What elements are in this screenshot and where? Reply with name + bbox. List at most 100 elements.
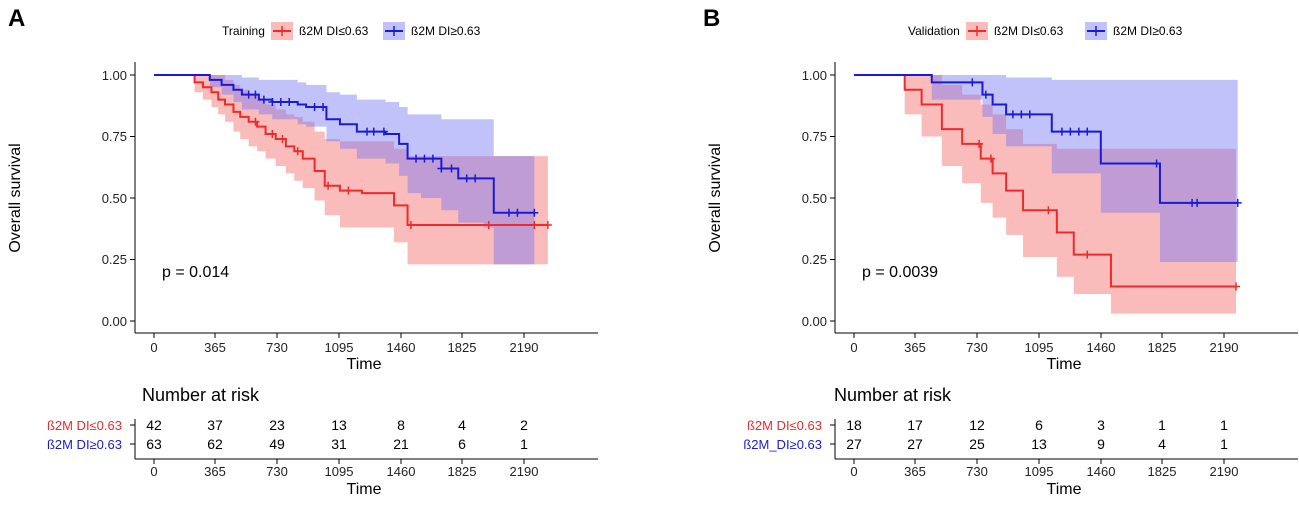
y-tick-label: 1.00: [802, 68, 827, 83]
panel-a: A Training ß2M DI≤0.63 ß2M DI≥0.63: [7, 5, 598, 498]
risk-count: 21: [393, 436, 409, 452]
risk-count: 6: [1035, 417, 1043, 433]
risk-x-tick-label: 0: [150, 464, 157, 479]
censor-mark: [1008, 110, 1017, 119]
y-tick-label: 0.25: [802, 252, 827, 267]
legend-label-high: ß2M DI≥0.63: [411, 24, 481, 38]
x-tick-label: 730: [966, 340, 988, 355]
panel-label: B: [703, 5, 720, 32]
x-tick-label: 0: [850, 340, 857, 355]
risk-count: 17: [907, 417, 923, 433]
x-tick-label: 1825: [448, 340, 477, 355]
censor-mark: [530, 221, 539, 230]
censor-mark: [981, 90, 990, 99]
x-tick-label: 2190: [1210, 340, 1239, 355]
risk-count: 2: [520, 417, 528, 433]
censor-mark: [1044, 206, 1053, 215]
x-tick-label: 1460: [1087, 340, 1116, 355]
censor-mark: [293, 147, 302, 156]
censor-mark: [968, 78, 977, 87]
risk-x-tick-label: 0: [850, 464, 857, 479]
risk-count: 27: [907, 436, 923, 452]
y-tick-label: 0.75: [802, 129, 827, 144]
censor-mark: [344, 186, 353, 195]
x-axis-title: Time: [1047, 356, 1082, 373]
risk-x-tick-label: 1095: [325, 464, 354, 479]
censor-mark: [268, 130, 277, 139]
risk-x-tick-label: 2190: [1210, 464, 1239, 479]
legend-key-high: [1085, 22, 1107, 40]
risk-x-tick-label: 1825: [448, 464, 477, 479]
risk-count: 13: [1031, 436, 1047, 452]
legend-label-low: ß2M DI≤0.63: [994, 24, 1064, 38]
y-axis-title: Overall survival: [7, 143, 24, 252]
legend-key-low: [966, 22, 988, 40]
y-tick-label: 1.00: [102, 68, 127, 83]
risk-table-title: Number at risk: [834, 385, 952, 405]
censor-mark: [986, 154, 995, 163]
censor-mark: [412, 154, 421, 163]
risk-x-tick-label: 1825: [1148, 464, 1177, 479]
censor-mark: [251, 90, 260, 99]
risk-count: 1: [1158, 417, 1166, 433]
censor-mark: [259, 95, 268, 104]
risk-count: 12: [969, 417, 985, 433]
censor-mark: [1074, 127, 1083, 136]
censor-mark: [1025, 110, 1034, 119]
legend: Training ß2M DI≤0.63 ß2M DI≥0.63: [222, 22, 481, 40]
censor-mark: [1066, 127, 1075, 136]
y-ticks: 1.00 0.75 0.50 0.25 0.00: [802, 68, 835, 329]
legend-label-high: ß2M DI≥0.63: [1113, 24, 1183, 38]
y-tick-label: 0.50: [802, 191, 827, 206]
survival-curve: [854, 74, 1238, 204]
risk-x-axis-title: Time: [347, 481, 382, 498]
risk-table: Number at risk ß2M DI≤0.63 ß2M_DI≥0.63 1…: [743, 385, 1298, 498]
risk-x-axis-title: Time: [1047, 481, 1082, 498]
risk-count: 37: [207, 417, 223, 433]
risk-count: 6: [458, 436, 466, 452]
legend-title: Training: [222, 24, 265, 38]
plot-area: [154, 74, 552, 265]
censor-mark: [447, 164, 456, 173]
y-tick-label: 0.25: [102, 252, 127, 267]
x-tick-label: 365: [204, 340, 226, 355]
censor-mark: [471, 174, 480, 183]
censor-mark: [406, 221, 415, 230]
x-tick-label: 2190: [510, 340, 539, 355]
risk-count: 62: [207, 436, 223, 452]
p-value: p = 0.0039: [862, 264, 938, 281]
risk-count: 13: [331, 417, 347, 433]
censor-mark: [324, 181, 333, 190]
risk-table: Number at risk ß2M DI≤0.63 ß2M DI≥0.63 4…: [47, 385, 598, 498]
censor-mark: [276, 98, 285, 107]
censor-mark: [268, 98, 277, 107]
censor-mark: [1017, 110, 1026, 119]
censor-mark: [530, 208, 539, 217]
censor-mark: [975, 139, 984, 148]
censor-mark: [319, 102, 328, 111]
risk-count: 1: [1220, 436, 1228, 452]
confidence-band: [854, 75, 1238, 262]
risk-x-tick-label: 365: [204, 464, 226, 479]
risk-x-tick-label: 730: [266, 464, 288, 479]
censor-mark: [428, 154, 437, 163]
x-ticks: 0 365 730 1095 1460 1825 2190: [850, 333, 1238, 355]
legend-key-low: [271, 22, 293, 40]
risk-count: 18: [846, 417, 862, 433]
x-tick-label: 1095: [325, 340, 354, 355]
risk-count: 63: [146, 436, 162, 452]
risk-x-tick-label: 2190: [510, 464, 539, 479]
panel-label: A: [8, 5, 25, 32]
censor-mark: [513, 208, 522, 217]
x-tick-label: 365: [904, 340, 926, 355]
censor-mark: [1193, 198, 1202, 207]
risk-count: 1: [520, 436, 528, 452]
risk-count: 1: [1220, 417, 1228, 433]
y-ticks: 1.00 0.75 0.50 0.25 0.00: [102, 68, 135, 329]
risk-x-tick-label: 730: [966, 464, 988, 479]
risk-row-label: ß2M_DI≥0.63: [743, 437, 822, 452]
censor-mark: [1233, 198, 1242, 207]
y-axis-title: Overall survival: [707, 143, 724, 252]
risk-x-tick-label: 365: [904, 464, 926, 479]
risk-count: 31: [331, 436, 347, 452]
